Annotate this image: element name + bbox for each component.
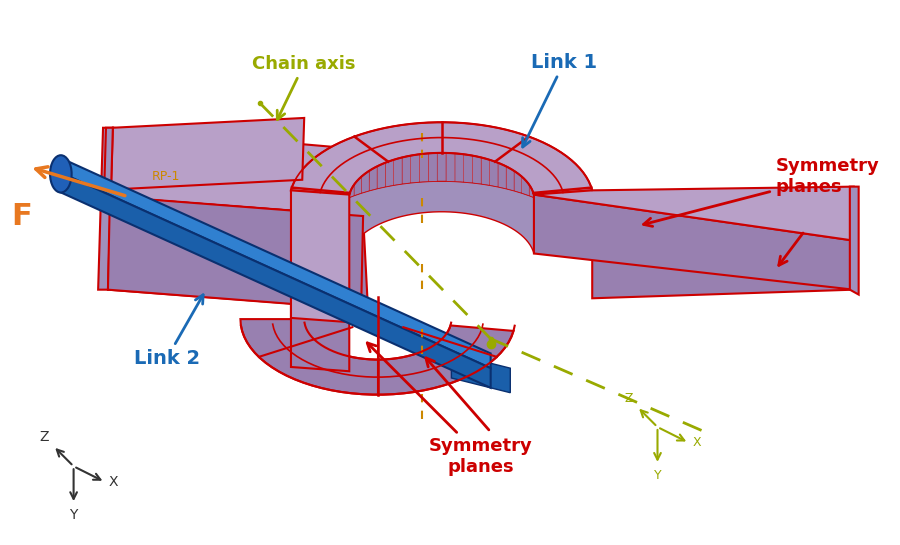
- Polygon shape: [300, 168, 303, 232]
- Polygon shape: [580, 168, 583, 232]
- Polygon shape: [111, 118, 304, 190]
- Polygon shape: [490, 126, 498, 187]
- Polygon shape: [482, 125, 490, 185]
- Polygon shape: [534, 195, 854, 290]
- Polygon shape: [850, 186, 859, 295]
- Polygon shape: [103, 128, 373, 216]
- Polygon shape: [454, 123, 464, 182]
- Polygon shape: [419, 123, 428, 182]
- Polygon shape: [393, 125, 402, 185]
- Polygon shape: [291, 249, 349, 371]
- Polygon shape: [308, 160, 311, 223]
- Polygon shape: [550, 146, 555, 208]
- Polygon shape: [294, 177, 297, 240]
- Polygon shape: [58, 157, 491, 368]
- Text: Link 1: Link 1: [523, 52, 598, 147]
- Polygon shape: [334, 142, 340, 204]
- Polygon shape: [108, 196, 363, 310]
- Polygon shape: [322, 149, 328, 211]
- Polygon shape: [291, 181, 592, 253]
- Polygon shape: [297, 173, 300, 236]
- Polygon shape: [104, 128, 112, 196]
- Polygon shape: [291, 186, 292, 249]
- Polygon shape: [566, 156, 572, 219]
- Text: Z: Z: [40, 430, 50, 444]
- Text: RP-1: RP-1: [152, 171, 181, 183]
- Polygon shape: [472, 124, 482, 184]
- Polygon shape: [572, 160, 576, 223]
- Text: Z: Z: [625, 392, 634, 405]
- Polygon shape: [590, 186, 592, 249]
- Text: Y: Y: [69, 508, 77, 522]
- Polygon shape: [586, 177, 589, 240]
- Polygon shape: [592, 240, 854, 298]
- Text: Symmetry
planes: Symmetry planes: [367, 343, 533, 476]
- Polygon shape: [346, 137, 354, 198]
- Polygon shape: [292, 181, 294, 245]
- Polygon shape: [291, 122, 592, 195]
- Polygon shape: [464, 123, 472, 183]
- Polygon shape: [452, 354, 510, 393]
- Text: X: X: [109, 475, 119, 489]
- Polygon shape: [506, 130, 514, 191]
- Ellipse shape: [50, 155, 72, 192]
- Polygon shape: [377, 128, 385, 189]
- Polygon shape: [562, 153, 566, 215]
- Polygon shape: [522, 134, 529, 196]
- Polygon shape: [410, 123, 419, 183]
- Polygon shape: [543, 142, 550, 204]
- Polygon shape: [369, 130, 377, 191]
- Polygon shape: [576, 164, 580, 227]
- Polygon shape: [385, 126, 393, 187]
- Polygon shape: [328, 146, 334, 208]
- Text: X: X: [693, 436, 701, 449]
- Polygon shape: [354, 134, 362, 196]
- Polygon shape: [311, 156, 317, 219]
- Polygon shape: [103, 196, 368, 310]
- Polygon shape: [58, 172, 491, 388]
- Text: Chain axis: Chain axis: [253, 55, 356, 119]
- Polygon shape: [303, 164, 308, 227]
- Text: Symmetry
planes: Symmetry planes: [644, 158, 879, 226]
- Polygon shape: [583, 173, 586, 236]
- Polygon shape: [240, 319, 514, 395]
- Polygon shape: [437, 122, 446, 181]
- Polygon shape: [534, 186, 854, 240]
- Polygon shape: [317, 153, 322, 215]
- Polygon shape: [529, 137, 536, 198]
- Polygon shape: [98, 128, 112, 290]
- Polygon shape: [536, 140, 543, 201]
- Polygon shape: [402, 124, 410, 184]
- Polygon shape: [498, 128, 506, 189]
- Polygon shape: [446, 122, 454, 181]
- Polygon shape: [362, 132, 369, 193]
- Polygon shape: [291, 190, 349, 322]
- Text: Link 2: Link 2: [134, 295, 203, 368]
- Polygon shape: [340, 140, 346, 201]
- Polygon shape: [514, 132, 522, 193]
- Text: F: F: [11, 202, 32, 231]
- Polygon shape: [428, 122, 437, 181]
- Polygon shape: [555, 149, 562, 211]
- Polygon shape: [589, 181, 590, 245]
- Text: Y: Y: [653, 469, 662, 482]
